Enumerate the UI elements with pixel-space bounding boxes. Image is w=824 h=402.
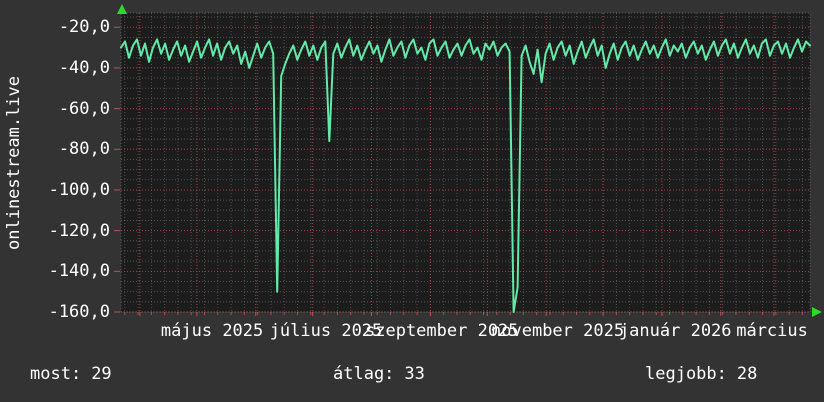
y-axis-tick-label: -160,0	[48, 302, 110, 322]
stat-average-value: 33	[404, 364, 425, 384]
x-axis-tick-label: július 2025	[269, 321, 383, 341]
y-axis-tick-label: -80,0	[58, 139, 110, 160]
y-axis-tick-label: -140,0	[48, 261, 110, 282]
x-axis-tick-label: május 2025	[160, 321, 264, 341]
y-axis-tick-label: -20,0	[58, 17, 110, 38]
y-axis-tick-label: -100,0	[48, 179, 110, 200]
x-axis-tick-label: szeptember 2025	[365, 321, 519, 341]
x-axis-tick-label: január 2026	[618, 321, 732, 341]
stat-current-label: most:	[30, 364, 82, 384]
stat-average-label: átlag:	[333, 364, 395, 384]
stat-best-label: legjobb:	[645, 364, 727, 384]
stat-average: átlag: 33	[333, 364, 425, 384]
y-axis-tick-label: -60,0	[58, 98, 110, 119]
stat-best-value: 28	[736, 364, 758, 384]
plot-border	[120, 12, 811, 313]
y-axis-tick-label: -120,0	[48, 220, 110, 241]
stat-current-value: 29	[91, 364, 112, 384]
plot-area	[121, 13, 810, 312]
stat-best: legjobb: 28	[645, 364, 757, 384]
x-axis-tick-label: március	[736, 321, 808, 341]
up-arrow-icon	[117, 4, 127, 14]
data-line	[120, 38, 811, 313]
stat-current: most: 29	[30, 364, 112, 384]
x-axis-tick-label: november 2025	[491, 321, 625, 341]
right-arrow-icon	[812, 307, 822, 317]
y-axis-tick-label: -40,0	[58, 57, 110, 78]
